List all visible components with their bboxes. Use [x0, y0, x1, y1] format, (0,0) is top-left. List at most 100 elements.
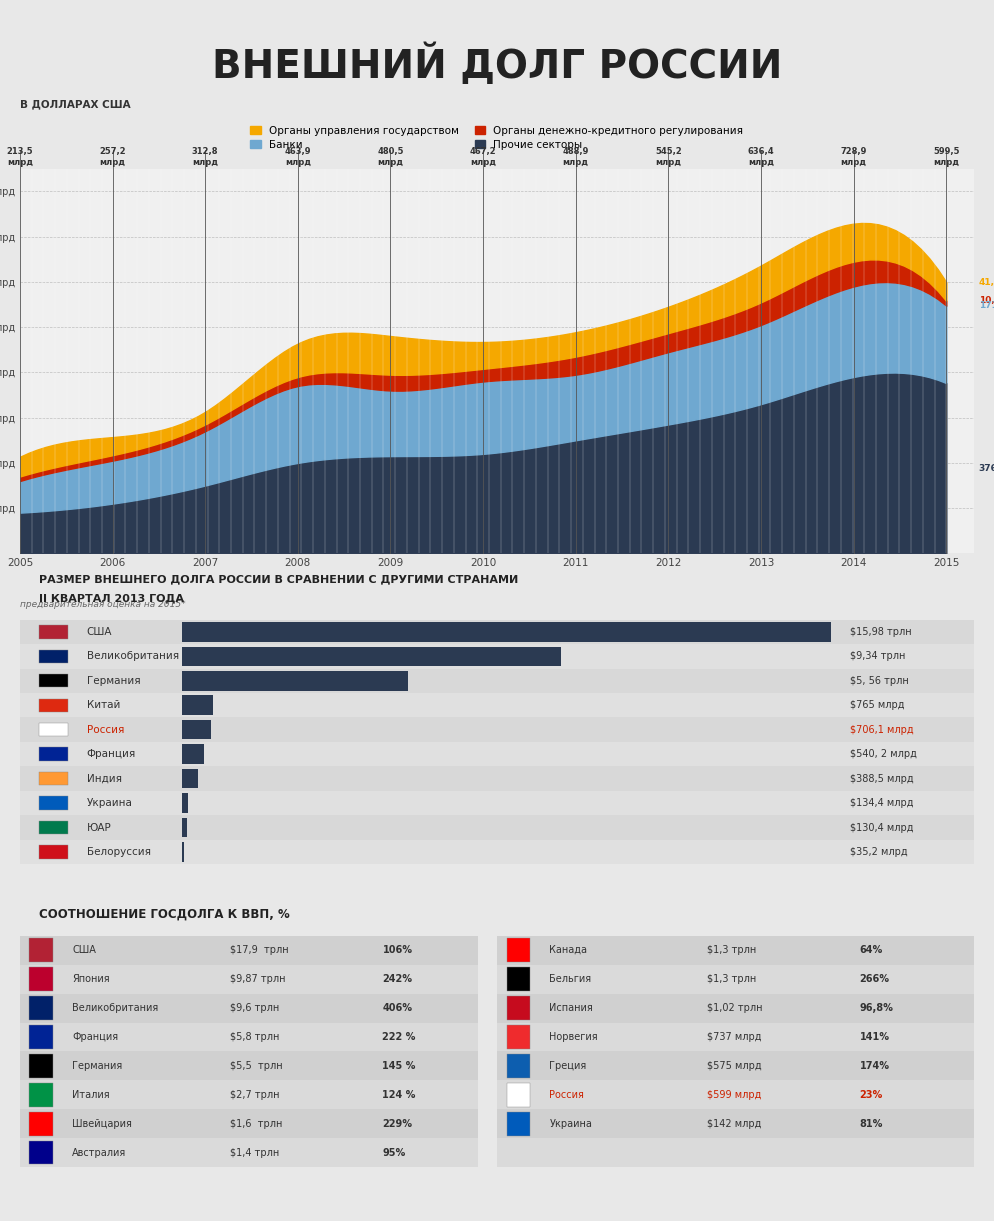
- Text: 106%: 106%: [383, 945, 413, 955]
- Text: $5,8 трлн: $5,8 трлн: [230, 1032, 279, 1042]
- Text: $540, 2 млрд: $540, 2 млрд: [850, 750, 916, 759]
- Text: $575 млрд: $575 млрд: [707, 1061, 761, 1071]
- FancyBboxPatch shape: [497, 1022, 974, 1051]
- FancyBboxPatch shape: [39, 821, 68, 834]
- Text: 463,9
млрд: 463,9 млрд: [284, 148, 311, 166]
- FancyBboxPatch shape: [30, 967, 54, 990]
- Text: Германия: Германия: [73, 1061, 122, 1071]
- Text: 81%: 81%: [860, 1118, 883, 1129]
- Text: РАЗМЕР ВНЕШНЕГО ДОЛГА РОССИИ В СРАВНЕНИИ С ДРУГИМИ СТРАНАМИ: РАЗМЕР ВНЕШНЕГО ДОЛГА РОССИИ В СРАВНЕНИИ…: [39, 575, 518, 585]
- FancyBboxPatch shape: [20, 1081, 478, 1110]
- Text: $142 млрд: $142 млрд: [707, 1118, 761, 1129]
- Text: $15,98 трлн: $15,98 трлн: [850, 626, 911, 637]
- Text: 266%: 266%: [860, 974, 890, 984]
- FancyBboxPatch shape: [20, 816, 974, 840]
- Text: $1,3 трлн: $1,3 трлн: [707, 945, 756, 955]
- Text: Китай: Китай: [86, 700, 120, 711]
- FancyBboxPatch shape: [497, 994, 974, 1022]
- FancyBboxPatch shape: [20, 694, 974, 718]
- Text: 257,2
млрд: 257,2 млрд: [99, 148, 126, 166]
- FancyBboxPatch shape: [507, 1083, 531, 1106]
- FancyBboxPatch shape: [39, 772, 68, 785]
- Text: 728,9
млрд: 728,9 млрд: [841, 148, 867, 166]
- Text: 636,4
млрд: 636,4 млрд: [747, 148, 774, 166]
- Text: $1,6  трлн: $1,6 трлн: [230, 1118, 282, 1129]
- FancyBboxPatch shape: [30, 1083, 54, 1106]
- Text: $765 млрд: $765 млрд: [850, 700, 905, 711]
- Text: предварительная оценка на 2015*: предварительная оценка на 2015*: [20, 600, 186, 608]
- FancyBboxPatch shape: [30, 1142, 54, 1165]
- Text: 480,5
млрд: 480,5 млрд: [377, 148, 404, 166]
- Text: Япония: Япония: [73, 974, 110, 984]
- Text: Россия: Россия: [86, 725, 124, 735]
- FancyBboxPatch shape: [20, 935, 478, 965]
- FancyBboxPatch shape: [39, 723, 68, 736]
- FancyBboxPatch shape: [507, 1055, 531, 1078]
- Text: 467,2
млрд: 467,2 млрд: [470, 148, 496, 166]
- FancyBboxPatch shape: [20, 1138, 478, 1167]
- Text: 64%: 64%: [860, 945, 883, 955]
- FancyBboxPatch shape: [39, 650, 68, 663]
- Text: ЮАР: ЮАР: [86, 823, 111, 833]
- FancyBboxPatch shape: [30, 939, 54, 962]
- FancyBboxPatch shape: [507, 939, 531, 962]
- Text: $1,4 трлн: $1,4 трлн: [230, 1148, 279, 1158]
- Text: Украина: Украина: [550, 1118, 592, 1129]
- FancyBboxPatch shape: [182, 794, 188, 813]
- Text: $17,9  трлн: $17,9 трлн: [230, 945, 288, 955]
- FancyBboxPatch shape: [20, 742, 974, 767]
- Text: $706,1 млрд: $706,1 млрд: [850, 725, 913, 735]
- FancyBboxPatch shape: [20, 669, 974, 694]
- Text: $9,6 трлн: $9,6 трлн: [230, 1002, 279, 1013]
- Text: Норвегия: Норвегия: [550, 1032, 598, 1042]
- Text: 376,5: 376,5: [979, 464, 994, 473]
- FancyBboxPatch shape: [20, 718, 974, 742]
- FancyBboxPatch shape: [182, 646, 562, 667]
- FancyBboxPatch shape: [30, 1055, 54, 1078]
- FancyBboxPatch shape: [20, 965, 478, 994]
- Text: 312,8
млрд: 312,8 млрд: [192, 148, 219, 166]
- Text: 222 %: 222 %: [383, 1032, 415, 1042]
- Text: 10,4: 10,4: [979, 297, 994, 305]
- Text: Россия: Россия: [550, 1090, 584, 1100]
- FancyBboxPatch shape: [20, 840, 974, 864]
- FancyBboxPatch shape: [497, 1051, 974, 1081]
- FancyBboxPatch shape: [182, 621, 831, 641]
- Text: $1,3 трлн: $1,3 трлн: [707, 974, 756, 984]
- FancyBboxPatch shape: [20, 791, 974, 816]
- FancyBboxPatch shape: [39, 845, 68, 858]
- Text: Испания: Испания: [550, 1002, 593, 1013]
- FancyBboxPatch shape: [182, 696, 213, 716]
- Text: Италия: Италия: [73, 1090, 110, 1100]
- FancyBboxPatch shape: [497, 1138, 974, 1167]
- Text: $5,5  трлн: $5,5 трлн: [230, 1061, 282, 1071]
- Text: II КВАРТАЛ 2013 ГОДА: II КВАРТАЛ 2013 ГОДА: [39, 593, 184, 604]
- FancyBboxPatch shape: [507, 967, 531, 990]
- Text: $35,2 млрд: $35,2 млрд: [850, 847, 908, 857]
- Text: $737 млрд: $737 млрд: [707, 1032, 761, 1042]
- Text: 545,2
млрд: 545,2 млрд: [655, 148, 682, 166]
- FancyBboxPatch shape: [182, 842, 184, 862]
- Text: 124 %: 124 %: [383, 1090, 415, 1100]
- Text: 141%: 141%: [860, 1032, 890, 1042]
- Text: Швейцария: Швейцария: [73, 1118, 132, 1129]
- FancyBboxPatch shape: [497, 1110, 974, 1138]
- FancyBboxPatch shape: [497, 935, 974, 965]
- Text: 23%: 23%: [860, 1090, 883, 1100]
- FancyBboxPatch shape: [30, 1026, 54, 1049]
- Text: 213,5
млрд: 213,5 млрд: [7, 148, 33, 166]
- Text: 599,5
млрд: 599,5 млрд: [933, 148, 959, 166]
- FancyBboxPatch shape: [20, 767, 974, 791]
- FancyBboxPatch shape: [20, 619, 974, 643]
- FancyBboxPatch shape: [507, 996, 531, 1020]
- FancyBboxPatch shape: [182, 672, 408, 691]
- Text: 242%: 242%: [383, 974, 413, 984]
- Text: Франция: Франция: [73, 1032, 118, 1042]
- Text: 95%: 95%: [383, 1148, 406, 1158]
- FancyBboxPatch shape: [497, 1081, 974, 1110]
- Text: Индия: Индия: [86, 774, 121, 784]
- FancyBboxPatch shape: [39, 747, 68, 761]
- FancyBboxPatch shape: [39, 698, 68, 712]
- Text: 406%: 406%: [383, 1002, 413, 1013]
- Text: 41,51: 41,51: [979, 277, 994, 287]
